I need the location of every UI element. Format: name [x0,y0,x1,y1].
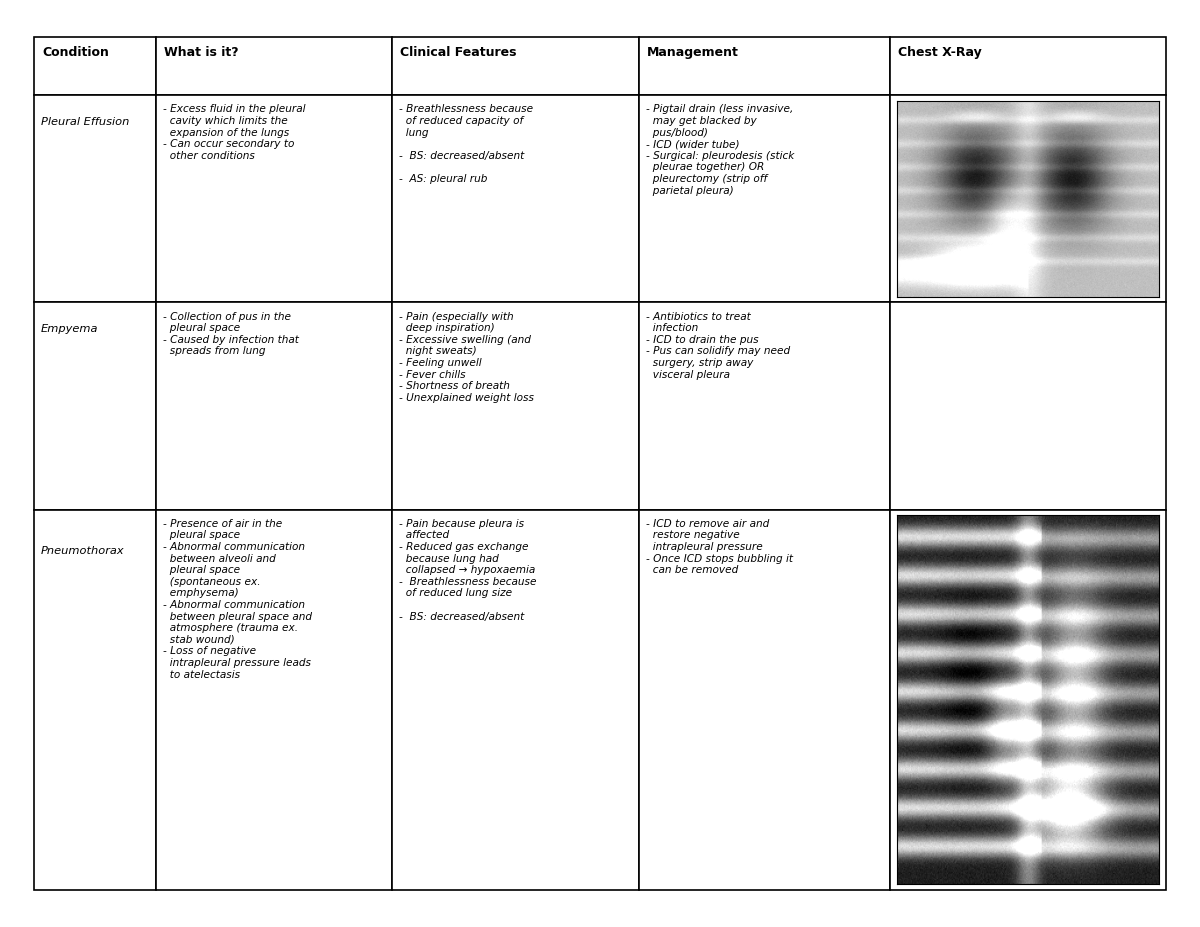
Bar [638,95,890,302]
Bar [890,37,1166,95]
Text: Management: Management [647,46,739,59]
Bar [638,37,890,95]
Text: Clinical Features: Clinical Features [400,46,516,59]
Bar [890,510,1166,890]
Bar [890,302,1166,510]
Text: - Presence of air in the
  pleural space
- Abnormal communication
  between alve: - Presence of air in the pleural space -… [163,519,312,679]
Bar [638,302,890,510]
Bar [34,510,156,890]
Bar [391,95,638,302]
Text: - Antibiotics to treat
  infection
- ICD to drain the pus
- Pus can solidify may: - Antibiotics to treat infection - ICD t… [646,311,790,379]
Text: - ICD to remove air and
  restore negative
  intrapleural pressure
- Once ICD st: - ICD to remove air and restore negative… [646,519,793,576]
Text: Empyema: Empyema [41,324,98,335]
Bar [156,302,391,510]
Bar [391,37,638,95]
Bar [34,37,156,95]
Text: - Excess fluid in the pleural
  cavity which limits the
  expansion of the lungs: - Excess fluid in the pleural cavity whi… [163,105,306,160]
Text: Chest X-Ray: Chest X-Ray [899,46,982,59]
Text: - Collection of pus in the
  pleural space
- Caused by infection that
  spreads : - Collection of pus in the pleural space… [163,311,299,356]
Bar [156,37,391,95]
Text: Condition: Condition [42,46,109,59]
Bar [34,302,156,510]
Bar [34,95,156,302]
Bar [156,95,391,302]
Bar [391,510,638,890]
Text: Pneumothorax: Pneumothorax [41,546,125,555]
Text: - Pain because pleura is
  affected
- Reduced gas exchange
  because lung had
  : - Pain because pleura is affected - Redu… [398,519,536,622]
Bar [391,302,638,510]
Text: What is it?: What is it? [164,46,239,59]
Text: - Pain (especially with
  deep inspiration)
- Excessive swelling (and
  night sw: - Pain (especially with deep inspiration… [398,311,534,403]
Text: Pleural Effusion: Pleural Effusion [41,117,130,127]
Text: - Pigtail drain (less invasive,
  may get blacked by
  pus/blood)
- ICD (wider t: - Pigtail drain (less invasive, may get … [646,105,794,196]
Bar [638,510,890,890]
Bar [890,95,1166,302]
Text: - Breathlessness because
  of reduced capacity of
  lung

-  BS: decreased/absen: - Breathlessness because of reduced capa… [398,105,533,184]
Bar [156,510,391,890]
